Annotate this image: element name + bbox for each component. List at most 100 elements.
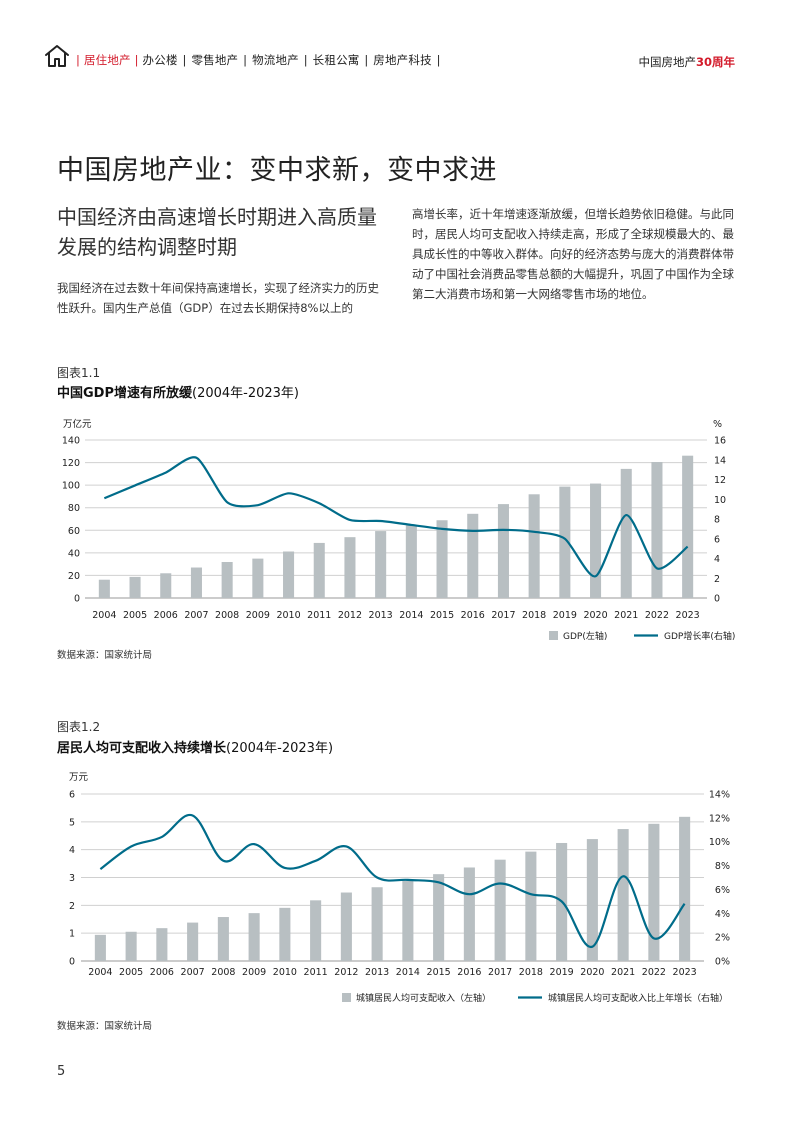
y-tick-right: 8% xyxy=(715,861,730,872)
nav-item-logistics[interactable]: 物流地产 xyxy=(252,53,299,67)
x-tick-label: 2016 xyxy=(461,610,485,621)
y-tick-left: 40 xyxy=(68,548,80,559)
x-tick-label: 2021 xyxy=(611,967,635,978)
x-tick-label: 2020 xyxy=(583,610,607,621)
x-tick-label: 2014 xyxy=(399,610,423,621)
x-tick-label: 2004 xyxy=(88,967,112,978)
bar xyxy=(160,573,172,598)
y-tick-left: 0 xyxy=(69,957,75,968)
bar xyxy=(525,851,537,961)
x-tick-label: 2022 xyxy=(645,610,669,621)
x-tick-label: 2008 xyxy=(215,610,239,621)
y-unit-left: 万亿元 xyxy=(63,418,92,430)
x-tick-label: 2011 xyxy=(307,610,331,621)
x-tick-label: 2010 xyxy=(276,610,300,621)
bar xyxy=(98,579,110,598)
bar xyxy=(252,558,264,598)
figure-title-range: (2004年-2023年) xyxy=(192,386,300,401)
figure-source: 数据来源：国家统计局 xyxy=(57,1021,153,1032)
nav-item-proptech[interactable]: 房地产科技 xyxy=(373,53,432,67)
bar xyxy=(217,917,229,961)
section-subtitle: 中国经济由高速增长时期进入高质量发展的结构调整时期 xyxy=(57,205,377,259)
bar xyxy=(340,892,352,961)
figure-source: 数据来源：国家统计局 xyxy=(57,650,153,661)
nav-separator: | xyxy=(436,53,441,67)
y-tick-left: 120 xyxy=(62,458,80,469)
nav-separator: | xyxy=(134,53,139,67)
y-tick-right: 0% xyxy=(715,957,730,968)
bar xyxy=(467,513,479,598)
bar xyxy=(190,567,202,598)
x-tick-label: 2004 xyxy=(92,610,116,621)
x-tick-label: 2005 xyxy=(119,967,143,978)
bar xyxy=(129,576,141,598)
y-tick-right: 14 xyxy=(714,455,726,466)
y-tick-left: 80 xyxy=(68,503,80,514)
x-tick-label: 2010 xyxy=(273,967,297,978)
y-tick-left: 0 xyxy=(74,594,80,605)
x-tick-label: 2023 xyxy=(673,967,697,978)
bar xyxy=(528,494,540,598)
bar xyxy=(559,486,571,598)
legend-label-line: 城镇居民人均可支配收入比上年增长（右轴） xyxy=(548,992,728,1004)
bar xyxy=(156,928,168,961)
nav-separator: | xyxy=(364,53,369,67)
x-tick-label: 2013 xyxy=(365,967,389,978)
y-tick-left: 6 xyxy=(69,790,75,801)
x-tick-label: 2015 xyxy=(430,610,454,621)
x-tick-label: 2009 xyxy=(242,967,266,978)
nav-item-rental-apartment[interactable]: 长租公寓 xyxy=(312,53,360,67)
y-tick-right: 4 xyxy=(714,554,720,565)
y-tick-right: 16 xyxy=(714,436,726,447)
figure-title: 中国GDP增速有所放缓(2004年-2023年) xyxy=(57,382,299,401)
bar xyxy=(279,907,291,961)
bar xyxy=(313,542,325,598)
bar xyxy=(405,525,417,598)
x-tick-label: 2011 xyxy=(304,967,328,978)
x-tick-label: 2007 xyxy=(181,967,205,978)
y-tick-right: 6% xyxy=(715,885,730,896)
y-tick-right: 12 xyxy=(714,475,726,486)
y-tick-right: 14% xyxy=(709,790,730,801)
page-title: 中国房地产业：变中求新，变中求进 xyxy=(57,155,497,186)
brand-prefix: 中国房地产 xyxy=(638,55,696,69)
bar xyxy=(187,922,199,961)
x-tick-label: 2013 xyxy=(369,610,393,621)
y-tick-left: 60 xyxy=(68,526,80,537)
nav-item-retail[interactable]: 零售地产 xyxy=(191,53,239,67)
bar xyxy=(371,887,383,961)
bar xyxy=(402,880,414,961)
x-tick-label: 2018 xyxy=(522,610,546,621)
x-tick-label: 2018 xyxy=(519,967,543,978)
y-tick-right: 10 xyxy=(714,495,726,506)
legend-label-line: GDP增长率(右轴) xyxy=(664,630,735,642)
y-tick-right: 8 xyxy=(714,515,720,526)
y-tick-left: 20 xyxy=(68,571,80,582)
x-tick-label: 2021 xyxy=(614,610,638,621)
x-tick-label: 2007 xyxy=(184,610,208,621)
y-tick-right: 10% xyxy=(709,837,730,848)
bar xyxy=(679,816,691,961)
y-tick-right: 6 xyxy=(714,534,720,545)
nav-separator: | xyxy=(243,53,248,67)
x-tick-label: 2017 xyxy=(488,967,512,978)
y-tick-left: 2 xyxy=(69,901,75,912)
bar xyxy=(221,561,233,598)
nav-separator: | xyxy=(303,53,308,67)
x-tick-label: 2016 xyxy=(457,967,481,978)
bar xyxy=(651,462,663,598)
bar xyxy=(590,483,602,598)
y-tick-right: 12% xyxy=(709,813,730,824)
figure-title-main: 居民人均可支配收入持续增长 xyxy=(57,741,227,756)
y-tick-left: 100 xyxy=(62,481,80,492)
figure-title-range: (2004年-2023年) xyxy=(226,741,334,756)
bar xyxy=(436,520,448,598)
bar xyxy=(648,823,660,961)
y-tick-right: 2% xyxy=(715,933,730,944)
bar xyxy=(310,900,322,961)
nav-item-office[interactable]: 办公楼 xyxy=(142,53,178,67)
home-icon[interactable] xyxy=(44,44,70,68)
y-tick-left: 3 xyxy=(69,873,75,884)
legend-swatch-bar xyxy=(549,631,558,640)
nav-item-residential[interactable]: 居住地产 xyxy=(83,53,131,67)
